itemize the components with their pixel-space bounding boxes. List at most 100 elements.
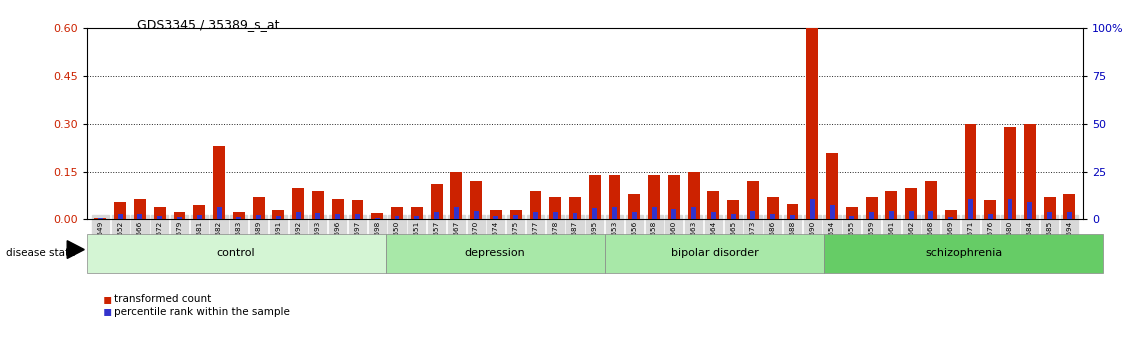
Bar (335, 214, 341, 219)
Bar (549, 197, 562, 219)
Bar (514, 215, 518, 219)
Bar (885, 191, 898, 219)
Bar (727, 200, 739, 219)
Bar (213, 146, 226, 219)
Bar (667, 175, 680, 219)
Bar (711, 212, 716, 219)
Bar (612, 207, 617, 219)
Bar (530, 191, 541, 219)
Text: ▪: ▪ (103, 292, 112, 306)
Bar (312, 191, 323, 219)
Bar (272, 210, 285, 219)
Bar (829, 205, 835, 219)
Bar (632, 212, 637, 219)
Bar (177, 217, 182, 219)
Text: bipolar disorder: bipolar disorder (671, 248, 759, 258)
Bar (731, 214, 736, 219)
Bar (355, 214, 360, 219)
Bar (470, 181, 482, 219)
Bar (888, 211, 894, 219)
Text: control: control (216, 248, 255, 258)
Bar (866, 197, 877, 219)
Bar (1047, 212, 1052, 219)
Bar (823, 234, 1103, 273)
Bar (216, 207, 221, 219)
Bar (707, 191, 720, 219)
Bar (237, 217, 241, 219)
Bar (114, 202, 126, 219)
Bar (352, 200, 363, 219)
Bar (411, 207, 423, 219)
Bar (276, 216, 281, 219)
Bar (232, 211, 245, 219)
Bar (810, 199, 814, 219)
Bar (984, 200, 997, 219)
Text: percentile rank within the sample: percentile rank within the sample (114, 307, 289, 316)
Text: depression: depression (465, 248, 525, 258)
Bar (431, 184, 442, 219)
Bar (134, 199, 146, 219)
Bar (1027, 202, 1032, 219)
Bar (510, 210, 522, 219)
Text: disease state: disease state (6, 248, 75, 258)
Bar (493, 216, 499, 219)
Bar (906, 188, 917, 219)
Bar (1064, 194, 1075, 219)
Bar (592, 208, 597, 219)
Text: transformed count: transformed count (114, 294, 211, 304)
Bar (925, 181, 937, 219)
Bar (806, 28, 818, 219)
Text: schizophrenia: schizophrenia (925, 248, 1002, 258)
Bar (173, 211, 186, 219)
Bar (98, 218, 103, 219)
Bar (629, 194, 640, 219)
Bar (371, 213, 383, 219)
Bar (751, 211, 755, 219)
Bar (552, 212, 558, 219)
Bar (157, 216, 162, 219)
Text: GDS3345 / 35389_s_at: GDS3345 / 35389_s_at (137, 18, 279, 31)
Bar (316, 213, 320, 219)
Bar (688, 172, 699, 219)
Bar (394, 216, 400, 219)
Bar (415, 216, 419, 219)
Bar (138, 214, 142, 219)
Bar (949, 217, 953, 219)
Polygon shape (67, 241, 84, 258)
Bar (850, 216, 854, 219)
Bar (968, 199, 973, 219)
Bar (826, 153, 838, 219)
Bar (573, 213, 577, 219)
Bar (691, 207, 696, 219)
Bar (605, 234, 823, 273)
Bar (648, 175, 659, 219)
Bar (589, 175, 600, 219)
Bar (194, 205, 205, 219)
Bar (608, 175, 621, 219)
Bar (846, 207, 858, 219)
Bar (453, 207, 459, 219)
Bar (671, 209, 677, 219)
Bar (293, 188, 304, 219)
Bar (490, 210, 502, 219)
Bar (965, 124, 976, 219)
Bar (95, 218, 106, 219)
Bar (1043, 197, 1056, 219)
Bar (1024, 124, 1035, 219)
Bar (385, 234, 605, 273)
Bar (296, 211, 301, 219)
Bar (197, 215, 202, 219)
Bar (331, 199, 344, 219)
Bar (767, 197, 779, 219)
Bar (790, 215, 795, 219)
Bar (1008, 199, 1013, 219)
Bar (747, 181, 759, 219)
Bar (87, 234, 385, 273)
Bar (570, 197, 581, 219)
Bar (988, 214, 993, 219)
Bar (944, 210, 957, 219)
Bar (375, 218, 379, 219)
Bar (117, 214, 123, 219)
Bar (1067, 212, 1072, 219)
Bar (391, 207, 403, 219)
